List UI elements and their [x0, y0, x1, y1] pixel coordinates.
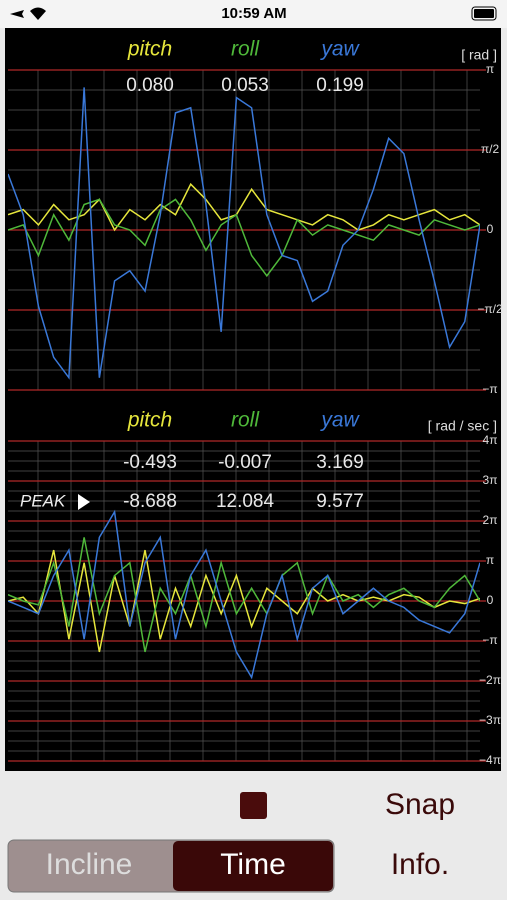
charts: π π/2 0 −π/2 −π [ rad ] pitch 0.080 roll 0.053 yaw…: [8, 38, 503, 767]
peak-readout: 9.577: [316, 491, 364, 512]
y-tick-label: −π: [482, 633, 497, 647]
tab-incline[interactable]: Incline: [46, 848, 133, 881]
status-bar: [0, 0, 507, 28]
series-line: [8, 198, 480, 278]
readout: 0.080: [126, 75, 174, 96]
readout: -0.007: [218, 452, 272, 473]
readout: -0.493: [123, 452, 177, 473]
battery-level: [474, 9, 494, 18]
clock: 10:59 AM: [221, 5, 286, 22]
series-line: [8, 87, 480, 380]
legend-entry: pitch: [127, 409, 172, 432]
chart: π π/2 0 −π/2 −π [ rad ] pitch 0.080 roll 0.053 yaw…: [8, 38, 503, 396]
y-tick-label: −π: [482, 382, 497, 396]
y-tick-label: −2π: [479, 673, 501, 687]
y-tick-label: −3π: [479, 713, 501, 727]
series-line: [8, 182, 480, 232]
stop-button[interactable]: [240, 792, 267, 819]
airplane-icon: [10, 10, 24, 18]
peak-readout: -8.688: [123, 491, 177, 512]
legend-entry: roll: [231, 38, 260, 61]
battery-icon: [471, 6, 497, 21]
unit-label: [ rad ]: [461, 47, 497, 63]
series-line: [8, 537, 480, 653]
peak-readout: 12.084: [216, 491, 275, 512]
readout: 0.199: [316, 75, 364, 96]
snap-button[interactable]: Snap: [385, 788, 455, 821]
y-tick-label: π/2: [481, 142, 500, 156]
tab-time[interactable]: Time: [220, 848, 286, 881]
y-tick-label: 0: [487, 222, 494, 236]
legend-entry: yaw: [319, 38, 360, 61]
y-tick-label: −π/2: [477, 302, 503, 316]
peak-label: PEAK: [20, 491, 66, 510]
chart: 4π 3π 2π π 0 −π −2π −3π −4π [ rad / sec ] pitch -0.…: [8, 409, 501, 767]
y-tick-label: π: [486, 553, 494, 567]
unit-label: [ rad / sec ]: [428, 418, 497, 434]
readout: 3.169: [316, 452, 364, 473]
y-tick-label: 3π: [483, 473, 498, 487]
legend-entry: pitch: [127, 38, 172, 61]
info-button[interactable]: Info.: [391, 848, 449, 881]
wifi-icon: [30, 7, 46, 20]
chart-panel: [5, 28, 501, 771]
tab-selected[interactable]: [173, 841, 333, 891]
series-line: [8, 509, 480, 680]
y-tick-label: π: [486, 62, 494, 76]
y-tick-label: −4π: [479, 753, 501, 767]
readout: 0.053: [221, 75, 269, 96]
peak-arrow: [78, 494, 90, 510]
legend-entry: roll: [231, 409, 260, 432]
legend-entry: yaw: [319, 409, 360, 432]
y-tick-label: 0: [487, 593, 494, 607]
y-tick-label: 2π: [483, 513, 498, 527]
y-tick-label: 4π: [483, 433, 498, 447]
